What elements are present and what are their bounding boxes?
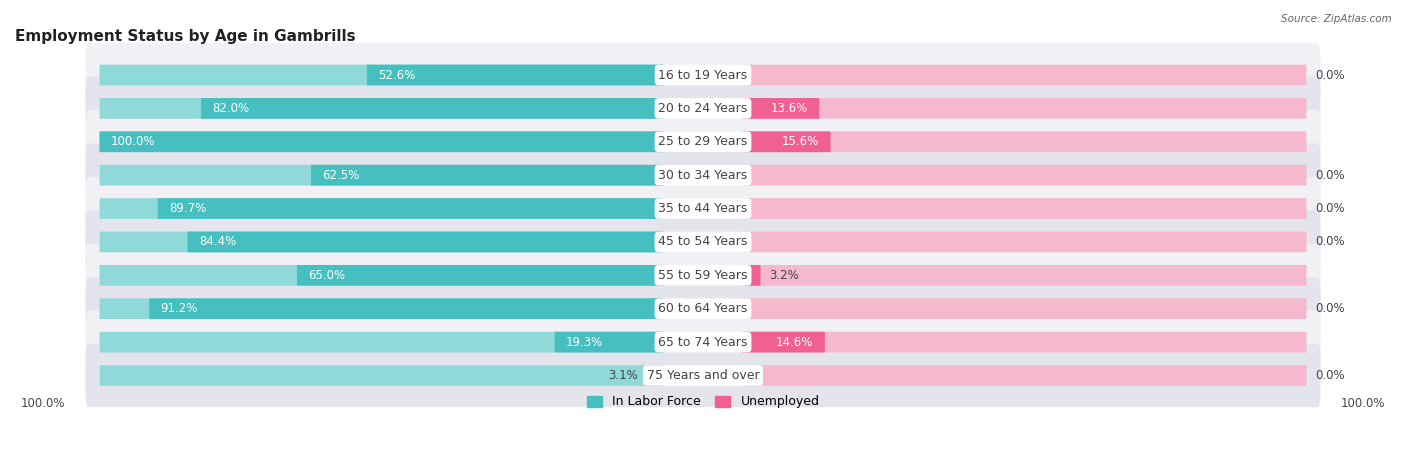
Text: 0.0%: 0.0%	[1315, 202, 1344, 215]
Text: 75 Years and over: 75 Years and over	[647, 369, 759, 382]
FancyBboxPatch shape	[742, 131, 1306, 152]
FancyBboxPatch shape	[100, 265, 664, 285]
FancyBboxPatch shape	[297, 265, 664, 285]
Text: 52.6%: 52.6%	[378, 69, 415, 82]
FancyBboxPatch shape	[742, 332, 1306, 352]
FancyBboxPatch shape	[100, 165, 664, 185]
Text: 3.2%: 3.2%	[769, 269, 799, 282]
FancyBboxPatch shape	[742, 198, 1306, 219]
FancyBboxPatch shape	[742, 265, 761, 285]
FancyBboxPatch shape	[742, 232, 1306, 252]
FancyBboxPatch shape	[100, 299, 664, 319]
FancyBboxPatch shape	[742, 365, 1306, 386]
FancyBboxPatch shape	[367, 64, 664, 85]
FancyBboxPatch shape	[555, 332, 664, 352]
Text: 19.3%: 19.3%	[567, 336, 603, 349]
FancyBboxPatch shape	[157, 198, 664, 219]
FancyBboxPatch shape	[149, 299, 664, 319]
Text: 62.5%: 62.5%	[322, 169, 360, 182]
Text: 0.0%: 0.0%	[1315, 169, 1344, 182]
Text: 13.6%: 13.6%	[770, 102, 808, 115]
Legend: In Labor Force, Unemployed: In Labor Force, Unemployed	[582, 391, 824, 414]
FancyBboxPatch shape	[100, 131, 664, 152]
FancyBboxPatch shape	[100, 131, 664, 152]
Text: 0.0%: 0.0%	[1315, 235, 1344, 249]
FancyBboxPatch shape	[201, 98, 664, 119]
FancyBboxPatch shape	[100, 64, 664, 85]
Text: 15.6%: 15.6%	[782, 135, 820, 148]
Text: 60 to 64 Years: 60 to 64 Years	[658, 302, 748, 315]
Text: 84.4%: 84.4%	[198, 235, 236, 249]
Text: 3.1%: 3.1%	[607, 369, 637, 382]
FancyBboxPatch shape	[742, 299, 1306, 319]
Text: 100.0%: 100.0%	[1341, 397, 1385, 410]
Text: 30 to 34 Years: 30 to 34 Years	[658, 169, 748, 182]
FancyBboxPatch shape	[742, 332, 825, 352]
FancyBboxPatch shape	[86, 210, 1320, 274]
FancyBboxPatch shape	[86, 77, 1320, 140]
FancyBboxPatch shape	[645, 365, 664, 386]
FancyBboxPatch shape	[86, 277, 1320, 341]
Text: 0.0%: 0.0%	[1315, 369, 1344, 382]
FancyBboxPatch shape	[187, 232, 664, 252]
FancyBboxPatch shape	[742, 64, 1306, 85]
Text: 25 to 29 Years: 25 to 29 Years	[658, 135, 748, 148]
Text: 0.0%: 0.0%	[1315, 69, 1344, 82]
Text: 100.0%: 100.0%	[111, 135, 156, 148]
FancyBboxPatch shape	[100, 232, 664, 252]
FancyBboxPatch shape	[311, 165, 664, 185]
Text: 55 to 59 Years: 55 to 59 Years	[658, 269, 748, 282]
FancyBboxPatch shape	[742, 98, 820, 119]
FancyBboxPatch shape	[86, 244, 1320, 307]
Text: 100.0%: 100.0%	[21, 397, 65, 410]
Text: 20 to 24 Years: 20 to 24 Years	[658, 102, 748, 115]
Text: 14.6%: 14.6%	[776, 336, 814, 349]
Text: 65.0%: 65.0%	[308, 269, 346, 282]
FancyBboxPatch shape	[100, 332, 664, 352]
FancyBboxPatch shape	[742, 265, 1306, 285]
FancyBboxPatch shape	[86, 43, 1320, 107]
Text: 35 to 44 Years: 35 to 44 Years	[658, 202, 748, 215]
FancyBboxPatch shape	[100, 98, 664, 119]
Text: 0.0%: 0.0%	[1315, 302, 1344, 315]
Text: 82.0%: 82.0%	[212, 102, 249, 115]
FancyBboxPatch shape	[100, 365, 664, 386]
FancyBboxPatch shape	[100, 198, 664, 219]
Text: 45 to 54 Years: 45 to 54 Years	[658, 235, 748, 249]
Text: 91.2%: 91.2%	[160, 302, 198, 315]
Text: 16 to 19 Years: 16 to 19 Years	[658, 69, 748, 82]
FancyBboxPatch shape	[742, 98, 1306, 119]
FancyBboxPatch shape	[742, 131, 831, 152]
Text: 89.7%: 89.7%	[169, 202, 207, 215]
FancyBboxPatch shape	[86, 344, 1320, 407]
FancyBboxPatch shape	[86, 310, 1320, 374]
Text: Source: ZipAtlas.com: Source: ZipAtlas.com	[1281, 14, 1392, 23]
Text: Employment Status by Age in Gambrills: Employment Status by Age in Gambrills	[15, 28, 356, 44]
Text: 65 to 74 Years: 65 to 74 Years	[658, 336, 748, 349]
FancyBboxPatch shape	[86, 143, 1320, 207]
FancyBboxPatch shape	[86, 110, 1320, 174]
FancyBboxPatch shape	[742, 165, 1306, 185]
FancyBboxPatch shape	[86, 177, 1320, 240]
